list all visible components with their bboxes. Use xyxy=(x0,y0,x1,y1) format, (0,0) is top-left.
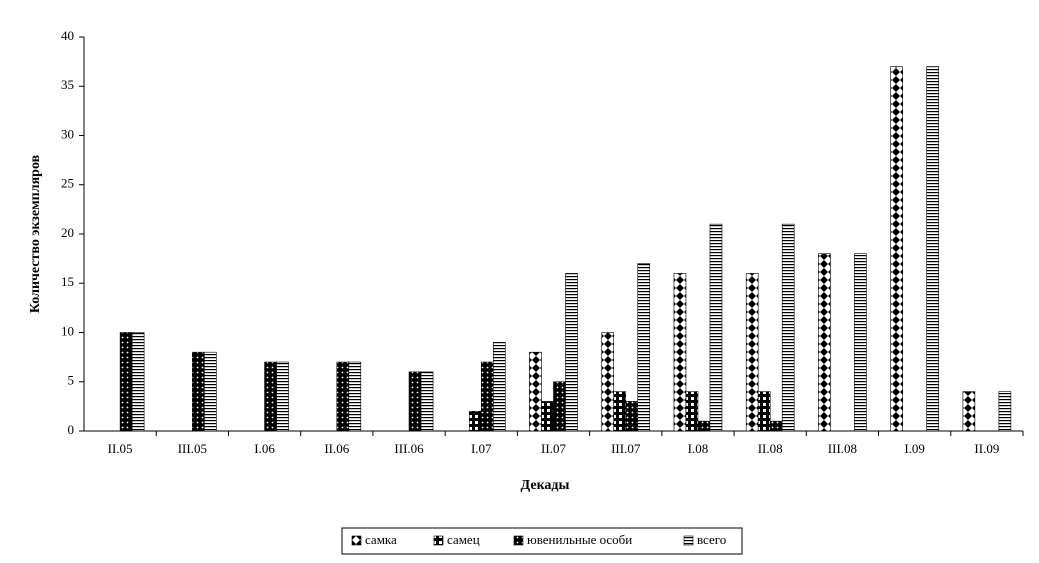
y-tick-label: 10 xyxy=(61,323,74,338)
y-tick-label: 15 xyxy=(61,274,74,289)
x-tick-label: I.09 xyxy=(904,441,925,456)
bar xyxy=(131,332,145,432)
x-tick-label: III.07 xyxy=(611,441,641,456)
bar xyxy=(553,381,566,432)
bar xyxy=(264,361,277,432)
y-axis-label: Количество экземпляров xyxy=(28,154,43,313)
bar xyxy=(613,391,627,432)
bar xyxy=(637,263,651,432)
legend-label: всего xyxy=(697,532,726,547)
bar xyxy=(529,351,542,432)
y-tick-label: 5 xyxy=(68,373,75,388)
bar xyxy=(769,420,783,432)
bar xyxy=(408,371,422,432)
bar xyxy=(962,391,976,432)
bar xyxy=(336,361,350,432)
x-tick-label: II.07 xyxy=(541,441,566,456)
legend-label: ювенильные особи xyxy=(527,532,632,547)
bar xyxy=(998,391,1012,432)
bar xyxy=(468,410,482,432)
y-tick-label: 25 xyxy=(61,176,74,191)
y-tick-label: 40 xyxy=(61,28,74,43)
bar xyxy=(192,351,205,432)
bar xyxy=(625,401,639,432)
bar xyxy=(697,420,711,432)
bar xyxy=(781,223,795,432)
x-tick-label: III.06 xyxy=(394,441,424,456)
legend-swatch xyxy=(683,535,694,546)
legend-label: самец xyxy=(447,532,480,547)
legend-label: самка xyxy=(365,532,397,547)
y-tick-label: 20 xyxy=(61,225,74,240)
x-tick-label: II.06 xyxy=(324,441,349,456)
bar xyxy=(601,332,615,432)
bar xyxy=(854,253,867,432)
bar xyxy=(685,391,699,432)
bar xyxy=(890,66,903,432)
bar xyxy=(119,332,133,432)
x-tick-label: III.08 xyxy=(828,441,857,456)
x-tick-label: II.05 xyxy=(108,441,133,456)
x-tick-label: I.07 xyxy=(471,441,492,456)
y-tick-label: 35 xyxy=(61,77,74,92)
bar xyxy=(709,223,723,432)
x-tick-label: II.08 xyxy=(758,441,783,456)
bar xyxy=(541,401,554,432)
bar xyxy=(348,361,362,432)
x-axis-label: Декады xyxy=(521,478,570,493)
y-tick-label: 0 xyxy=(68,422,75,437)
x-tick-label: I.08 xyxy=(688,441,709,456)
bar xyxy=(492,342,506,432)
bar xyxy=(818,253,831,432)
legend-swatch xyxy=(351,535,362,546)
bar xyxy=(673,273,687,432)
bar xyxy=(565,273,578,432)
bar xyxy=(420,371,434,432)
bar xyxy=(745,273,759,432)
x-tick-label: III.05 xyxy=(178,441,207,456)
legend-swatch xyxy=(513,535,524,546)
legend-box xyxy=(341,527,743,555)
legend-swatch xyxy=(433,535,444,546)
bar xyxy=(480,361,494,432)
bar xyxy=(926,66,939,432)
bar xyxy=(757,391,771,432)
x-tick-label: I.06 xyxy=(254,441,275,456)
y-tick-label: 30 xyxy=(61,126,74,141)
x-tick-label: II.09 xyxy=(974,441,999,456)
bar xyxy=(276,361,289,432)
bar xyxy=(204,351,217,432)
